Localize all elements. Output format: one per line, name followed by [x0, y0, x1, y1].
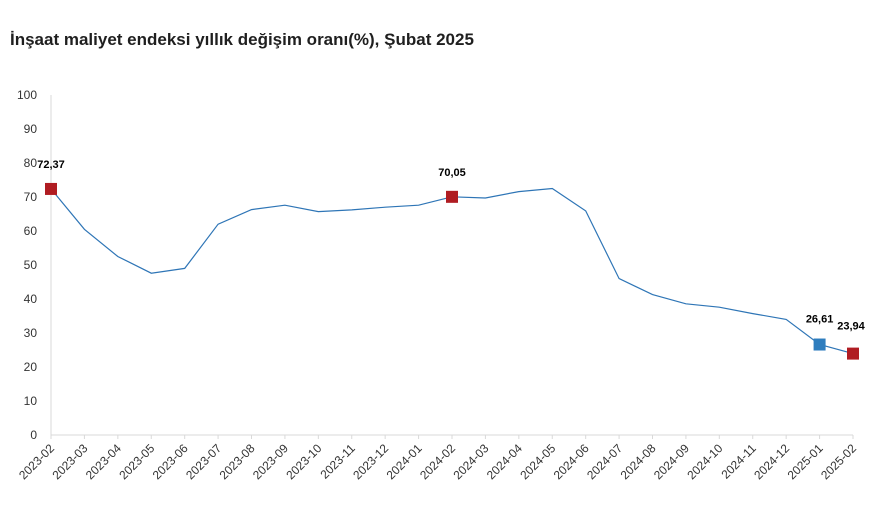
x-tick-label: 2024-02 [417, 441, 458, 482]
x-tick-label: 2025-01 [785, 441, 826, 482]
data-label: 72,37 [37, 159, 65, 171]
data-label: 26,61 [806, 314, 834, 326]
x-tick-label: 2023-10 [283, 441, 324, 482]
series-line [50, 187, 854, 355]
y-tick-label: 70 [24, 190, 38, 204]
y-tick-label: 10 [24, 394, 38, 408]
data-point-marker [446, 190, 458, 203]
x-tick-label: 2024-04 [484, 441, 525, 482]
y-tick-label: 90 [24, 122, 38, 136]
x-tick-label: 2024-11 [718, 441, 759, 482]
y-tick-label: 20 [24, 360, 38, 374]
x-tick-label: 2024-09 [651, 441, 692, 482]
x-tick-label: 2023-06 [150, 441, 191, 482]
data-label: 70,05 [438, 167, 466, 179]
x-tick-label: 2023-07 [183, 441, 224, 482]
y-tick-label: 40 [24, 292, 38, 306]
x-tick-label: 2025-02 [818, 441, 859, 482]
x-tick-label: 2024-05 [517, 441, 558, 482]
x-tick-label: 2023-08 [217, 441, 258, 482]
x-tick-label: 2023-03 [49, 441, 90, 482]
y-tick-label: 30 [24, 326, 38, 340]
x-tick-label: 2023-02 [16, 441, 57, 482]
y-tick-label: 100 [17, 88, 37, 102]
x-tick-label: 2024-10 [684, 441, 725, 482]
x-tick-label: 2023-09 [250, 441, 291, 482]
x-tick-label: 2024-06 [551, 441, 592, 482]
data-point-marker [847, 347, 859, 360]
chart-title: İnşaat maliyet endeksi yıllık değişim or… [10, 30, 474, 49]
x-tick-label: 2024-01 [384, 441, 425, 482]
data-label: 23,94 [837, 321, 865, 333]
y-tick-label: 50 [24, 258, 38, 272]
x-tick-label: 2023-11 [317, 441, 358, 482]
x-tick-label: 2024-03 [450, 441, 491, 482]
x-tick-label: 2023-04 [83, 441, 124, 482]
y-tick-label: 60 [24, 224, 38, 238]
y-tick-label: 80 [24, 156, 38, 170]
x-tick-label: 2023-12 [350, 441, 391, 482]
data-point-marker [813, 338, 826, 351]
x-tick-label: 2024-07 [584, 441, 625, 482]
data-point-marker [45, 182, 57, 195]
x-tick-label: 2023-05 [116, 441, 157, 482]
x-tick-label: 2024-08 [618, 441, 659, 482]
y-tick-label: 0 [30, 428, 37, 442]
x-tick-label: 2024-12 [751, 441, 792, 482]
